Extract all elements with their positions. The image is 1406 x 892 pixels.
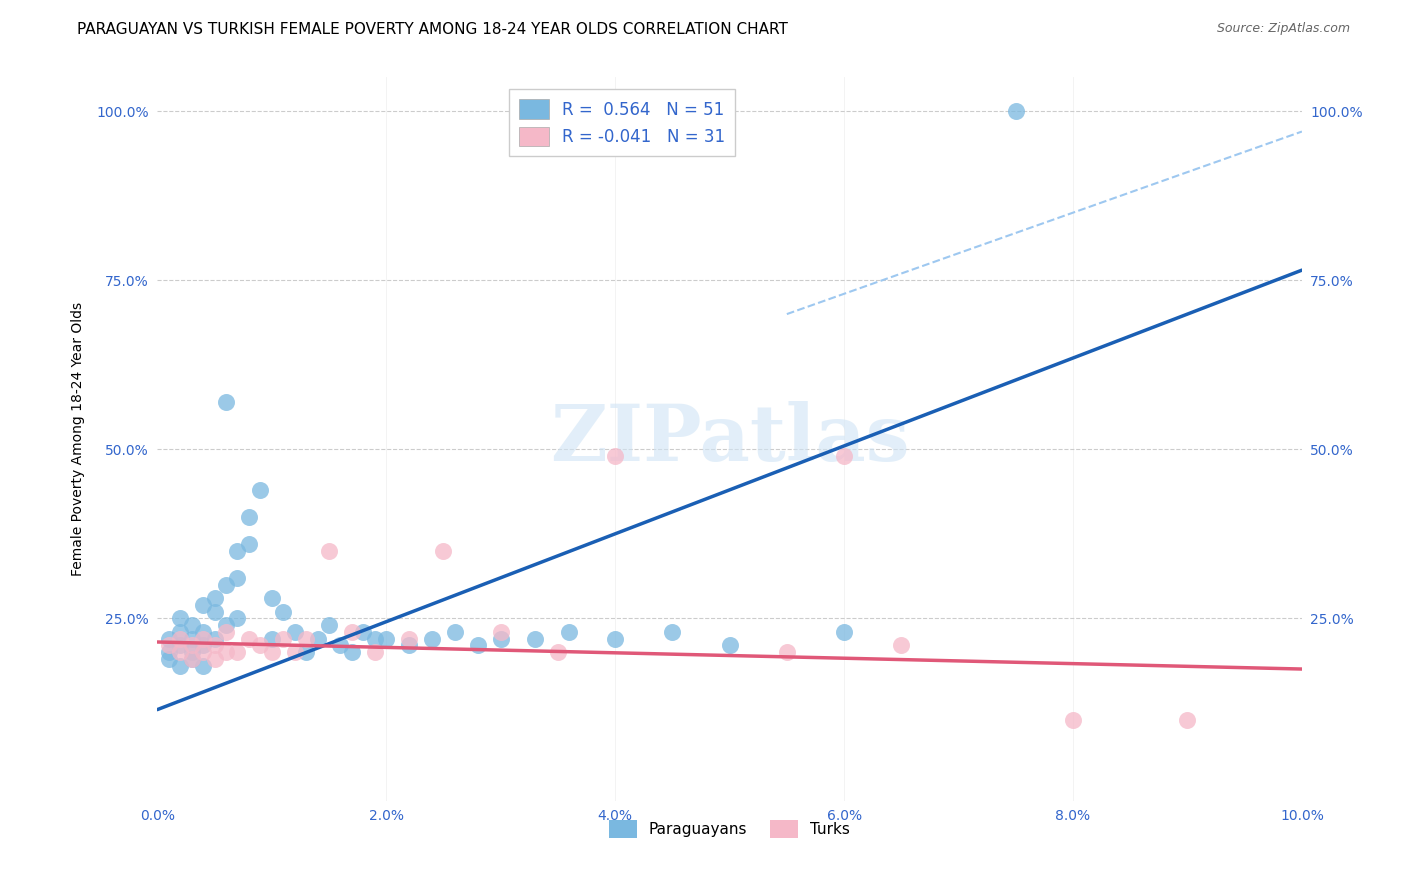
Point bbox=[215, 618, 238, 632]
Point bbox=[238, 632, 260, 646]
Point bbox=[284, 624, 307, 639]
Point bbox=[260, 645, 283, 659]
Point bbox=[249, 483, 271, 497]
Point bbox=[226, 571, 249, 585]
Point bbox=[1062, 713, 1084, 727]
Point bbox=[169, 611, 191, 625]
Point bbox=[191, 624, 214, 639]
Y-axis label: Female Poverty Among 18-24 Year Olds: Female Poverty Among 18-24 Year Olds bbox=[72, 302, 86, 576]
Point bbox=[215, 624, 238, 639]
Point bbox=[340, 645, 363, 659]
Point bbox=[169, 658, 191, 673]
Point bbox=[432, 543, 454, 558]
Legend: Paraguayans, Turks: Paraguayans, Turks bbox=[603, 814, 856, 844]
Point bbox=[238, 537, 260, 551]
Point bbox=[204, 591, 226, 605]
Text: ZIPatlas: ZIPatlas bbox=[550, 401, 910, 477]
Point bbox=[169, 632, 191, 646]
Point bbox=[1177, 713, 1199, 727]
Point bbox=[398, 639, 420, 653]
Point bbox=[226, 543, 249, 558]
Text: Source: ZipAtlas.com: Source: ZipAtlas.com bbox=[1216, 22, 1350, 36]
Point bbox=[489, 632, 512, 646]
Point bbox=[420, 632, 443, 646]
Point bbox=[180, 652, 202, 666]
Point bbox=[605, 449, 627, 463]
Point bbox=[364, 632, 387, 646]
Point bbox=[307, 632, 329, 646]
Point bbox=[352, 624, 374, 639]
Point bbox=[191, 645, 214, 659]
Point bbox=[180, 652, 202, 666]
Point bbox=[215, 395, 238, 409]
Point bbox=[489, 624, 512, 639]
Point bbox=[180, 645, 202, 659]
Point bbox=[776, 645, 799, 659]
Point bbox=[157, 652, 180, 666]
Point bbox=[191, 658, 214, 673]
Point bbox=[398, 632, 420, 646]
Point bbox=[832, 449, 855, 463]
Text: PARAGUAYAN VS TURKISH FEMALE POVERTY AMONG 18-24 YEAR OLDS CORRELATION CHART: PARAGUAYAN VS TURKISH FEMALE POVERTY AMO… bbox=[77, 22, 789, 37]
Point bbox=[318, 543, 340, 558]
Point bbox=[226, 645, 249, 659]
Point bbox=[157, 639, 180, 653]
Point bbox=[340, 624, 363, 639]
Point bbox=[890, 639, 912, 653]
Point bbox=[191, 598, 214, 612]
Point bbox=[204, 632, 226, 646]
Point bbox=[318, 618, 340, 632]
Point bbox=[467, 639, 489, 653]
Point bbox=[605, 632, 627, 646]
Point bbox=[169, 639, 191, 653]
Point bbox=[284, 645, 307, 659]
Point bbox=[180, 639, 202, 653]
Point bbox=[180, 618, 202, 632]
Point bbox=[1004, 104, 1026, 119]
Point bbox=[249, 639, 271, 653]
Point bbox=[157, 632, 180, 646]
Point bbox=[558, 624, 581, 639]
Point bbox=[364, 645, 387, 659]
Point bbox=[295, 645, 318, 659]
Point bbox=[238, 509, 260, 524]
Point bbox=[271, 632, 294, 646]
Point bbox=[204, 605, 226, 619]
Point bbox=[444, 624, 467, 639]
Point bbox=[718, 639, 741, 653]
Point bbox=[226, 611, 249, 625]
Point bbox=[661, 624, 683, 639]
Point bbox=[169, 645, 191, 659]
Point bbox=[180, 632, 202, 646]
Point bbox=[169, 624, 191, 639]
Point bbox=[260, 591, 283, 605]
Point bbox=[375, 632, 398, 646]
Point bbox=[215, 577, 238, 591]
Point bbox=[204, 639, 226, 653]
Point bbox=[329, 639, 352, 653]
Point bbox=[204, 652, 226, 666]
Point bbox=[260, 632, 283, 646]
Point bbox=[832, 624, 855, 639]
Point bbox=[157, 645, 180, 659]
Point bbox=[271, 605, 294, 619]
Point bbox=[524, 632, 547, 646]
Point bbox=[547, 645, 569, 659]
Point bbox=[215, 645, 238, 659]
Point bbox=[191, 639, 214, 653]
Point bbox=[191, 632, 214, 646]
Point bbox=[295, 632, 318, 646]
